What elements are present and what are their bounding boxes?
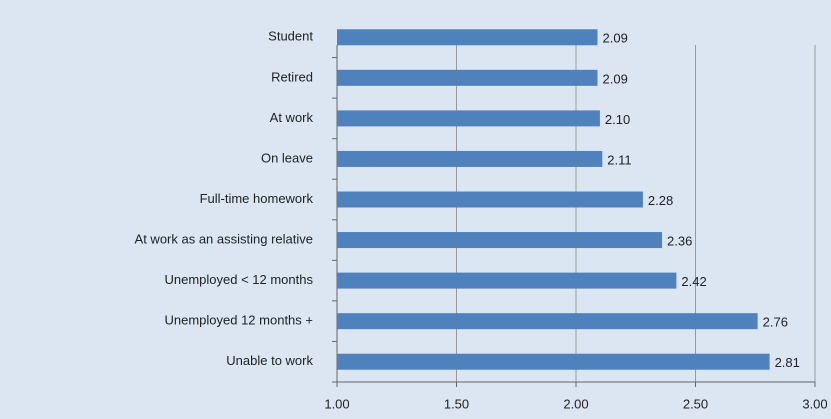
bar bbox=[337, 353, 770, 370]
x-tick-label: 2.50 bbox=[683, 396, 708, 411]
x-tick-label: 1.00 bbox=[324, 396, 349, 411]
bar bbox=[337, 69, 598, 86]
value-label: 2.42 bbox=[681, 274, 706, 289]
y-tick-label: Student bbox=[268, 29, 313, 44]
bar bbox=[337, 29, 598, 46]
bar bbox=[337, 150, 603, 167]
value-label: 2.11 bbox=[607, 152, 631, 167]
value-label: 2.76 bbox=[763, 315, 788, 330]
value-label: 2.10 bbox=[605, 112, 630, 127]
bar bbox=[337, 110, 600, 127]
x-tick-label: 1.50 bbox=[444, 396, 469, 411]
value-label: 2.36 bbox=[667, 233, 692, 248]
y-tick-label: On leave bbox=[261, 150, 313, 165]
y-tick-label: Unable to work bbox=[226, 353, 313, 368]
value-label: 2.09 bbox=[603, 31, 628, 46]
value-label: 2.09 bbox=[603, 71, 628, 86]
bar bbox=[337, 191, 643, 208]
y-tick-label: Unemployed 12 months + bbox=[164, 313, 313, 328]
y-tick-label: Retired bbox=[271, 69, 313, 84]
x-tick-label: 2.00 bbox=[563, 396, 588, 411]
value-label: 2.28 bbox=[648, 193, 673, 208]
y-tick-label: At work as an assisting relative bbox=[135, 231, 313, 246]
value-label: 2.81 bbox=[775, 355, 800, 370]
x-tick-label: 3.00 bbox=[802, 396, 827, 411]
y-tick-label: At work bbox=[270, 110, 314, 125]
y-tick-label: Full-time homework bbox=[200, 191, 314, 206]
bar bbox=[337, 313, 758, 330]
bar bbox=[337, 272, 677, 289]
bar bbox=[337, 232, 663, 249]
y-tick-label: Unemployed < 12 months bbox=[164, 272, 313, 287]
